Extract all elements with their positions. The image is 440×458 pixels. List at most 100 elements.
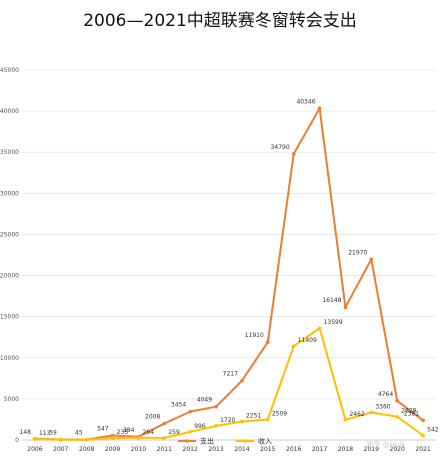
data-point (369, 257, 374, 262)
data-point (317, 326, 322, 330)
x-tick-label: 2008 (79, 446, 94, 453)
data-label: 547 (97, 426, 109, 433)
x-tick-label: 2016 (286, 446, 301, 453)
data-point (291, 344, 296, 348)
data-label: 113 (39, 430, 51, 437)
data-label: 2381 (404, 410, 419, 417)
data-label: 384 (123, 427, 135, 434)
data-label: 13599 (324, 319, 343, 326)
data-label: 34790 (271, 144, 290, 151)
data-point (343, 305, 348, 310)
data-point (188, 409, 192, 414)
data-point (110, 433, 115, 438)
data-label: 2251 (246, 412, 261, 419)
chart-title: 2006—2021中超联赛冬窗转会支出 (83, 10, 357, 31)
gridlines (22, 69, 436, 441)
data-point (369, 410, 374, 415)
x-tick-label: 2009 (105, 446, 120, 453)
data-label: 996 (194, 423, 206, 430)
data-label: 59 (49, 430, 57, 437)
data-point (240, 419, 244, 424)
data-point (266, 417, 270, 422)
data-point (214, 404, 218, 409)
data-point (110, 436, 115, 440)
y-tick-label: 35000 (0, 149, 19, 156)
legend: 支出 收入 (178, 437, 272, 446)
data-point (343, 417, 348, 422)
y-tick-label: 5000 (4, 396, 19, 403)
x-axis-ticks: 2006 2007 2008 2009 2010 2011 2012 2013 2014 2015… (27, 446, 431, 453)
data-label: 4049 (197, 397, 212, 404)
x-tick-label: 2021 (415, 446, 430, 453)
data-label: 45 (75, 430, 83, 437)
data-label: 3360 (375, 403, 390, 410)
x-tick-label: 2007 (53, 446, 68, 453)
data-label: 1720 (220, 417, 235, 424)
data-point (291, 152, 296, 156)
x-tick-label: 2019 (364, 446, 379, 453)
data-label: 259 (168, 429, 180, 436)
data-label: 235 (117, 429, 129, 436)
x-tick-label: 2017 (312, 446, 327, 453)
data-label: 21970 (348, 249, 367, 256)
series-line-0 (34, 107, 424, 441)
watermark-text: 知乎 @Hulk (367, 440, 407, 449)
legend-label-0: 支出 (200, 437, 214, 446)
data-label: 40346 (296, 98, 315, 105)
data-point (84, 438, 89, 442)
series-line-1 (34, 327, 424, 441)
data-point (317, 106, 322, 111)
data-label: 3454 (171, 402, 186, 409)
data-label: 542 (427, 427, 439, 434)
legend-marker-0 (185, 439, 189, 443)
data-point (188, 430, 192, 434)
legend-marker-1 (243, 439, 247, 443)
x-tick-label: 2006 (27, 446, 42, 453)
data-point (421, 418, 425, 423)
data-point (162, 436, 167, 440)
data-label: 16148 (322, 297, 341, 304)
y-axis-ticks: 0 5000 10000 15000 20000 25000 30000 35000 40000… (0, 67, 19, 444)
data-point (395, 399, 399, 403)
data-label: 264 (142, 429, 154, 436)
data-label: 4764 (378, 391, 393, 398)
y-tick-label: 15000 (0, 314, 19, 321)
x-tick-label: 2010 (131, 446, 146, 453)
data-point (136, 436, 141, 440)
data-label: 148 (19, 429, 31, 436)
data-point (266, 340, 270, 344)
y-tick-label: 20000 (0, 273, 19, 280)
data-point (214, 424, 218, 428)
legend-label-1: 收入 (258, 437, 272, 446)
x-tick-label: 2013 (208, 446, 223, 453)
data-label: 2008 (145, 413, 160, 420)
y-tick-label: 45000 (0, 67, 19, 74)
data-label: 11409 (298, 337, 317, 344)
data-label: 2462 (349, 411, 364, 418)
y-tick-label: 30000 (0, 190, 19, 197)
data-labels: 148 59 45 547 384 2008 3454 4049 7217 11910 34790 4… (19, 98, 438, 437)
x-tick-label: 2020 (390, 446, 405, 453)
data-point (59, 437, 63, 442)
data-label: 2829 (401, 408, 416, 415)
y-tick-label: 25000 (0, 231, 19, 238)
data-point (421, 433, 425, 438)
data-label: 7217 (223, 371, 238, 378)
series-lines (33, 106, 425, 442)
x-tick-label: 2012 (183, 446, 198, 453)
y-tick-label: 10000 (0, 355, 19, 362)
data-point (395, 414, 399, 419)
y-tick-label: 40000 (0, 108, 19, 115)
x-tick-label: 2014 (234, 446, 249, 453)
data-label: 2509 (272, 410, 287, 417)
x-tick-label: 2018 (338, 446, 353, 453)
y-tick-label: 0 (15, 437, 19, 444)
data-label: 11910 (245, 332, 264, 339)
data-point (33, 437, 37, 441)
data-point (162, 421, 167, 426)
data-point (240, 378, 244, 383)
x-tick-label: 2015 (260, 446, 275, 453)
x-tick-label: 2011 (157, 446, 172, 453)
